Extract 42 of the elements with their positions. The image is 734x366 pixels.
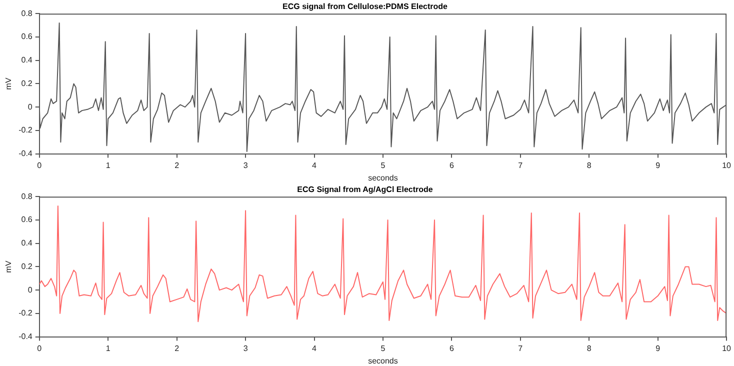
y-tick-label: 0: [28, 285, 33, 294]
y-axis-title: mV: [4, 260, 14, 273]
x-tick-label: 9: [656, 344, 661, 353]
y-tick-label: -0.4: [18, 332, 33, 342]
x-axis-title: seconds: [368, 173, 398, 182]
x-tick-label: 2: [174, 160, 180, 170]
x-tick-label: 1: [106, 344, 111, 353]
chart-title: ECG Signal from Ag/AgCl Electrode: [297, 185, 434, 194]
x-tick-label: 6: [449, 160, 454, 170]
x-tick-label: 0: [37, 160, 42, 170]
x-tick-label: 10: [722, 160, 732, 170]
y-tick-label: -0.2: [18, 308, 33, 318]
y-tick-label: 0.2: [21, 78, 33, 88]
x-tick-label: 3: [243, 160, 248, 170]
x-tick-label: 6: [449, 344, 454, 353]
x-tick-label: 1: [106, 160, 111, 170]
y-tick-label: 0.4: [21, 238, 33, 248]
y-tick-label: 0.6: [21, 32, 33, 42]
y-tick-label: 0.2: [21, 262, 33, 271]
y-tick-label: 0.8: [21, 192, 33, 201]
x-axis-title: seconds: [368, 356, 398, 366]
x-tick-label: 2: [174, 344, 180, 353]
y-axis-title: mV: [4, 77, 14, 90]
y-tick-label: 0.4: [21, 56, 33, 65]
x-tick-label: 4: [312, 160, 318, 170]
y-tick-label: -0.2: [18, 126, 33, 135]
y-tick-label: 0: [28, 102, 33, 112]
y-tick-label: 0.6: [21, 215, 33, 224]
chart-title: ECG signal from Cellulose:PDMS Electrode: [282, 2, 448, 12]
x-tick-label: 7: [518, 160, 524, 170]
x-tick-label: 7: [518, 344, 524, 353]
x-tick-label: 0: [37, 344, 42, 353]
x-tick-label: 4: [312, 344, 318, 353]
y-tick-label: -0.4: [18, 149, 33, 158]
x-tick-label: 3: [243, 344, 248, 353]
x-tick-label: 8: [586, 160, 592, 170]
x-tick-label: 8: [586, 344, 592, 353]
y-tick-label: 0.8: [21, 8, 33, 18]
x-tick-label: 5: [380, 344, 386, 353]
x-tick-label: 9: [656, 160, 661, 170]
x-tick-label: 5: [380, 160, 386, 170]
x-tick-label: 10: [722, 344, 732, 353]
